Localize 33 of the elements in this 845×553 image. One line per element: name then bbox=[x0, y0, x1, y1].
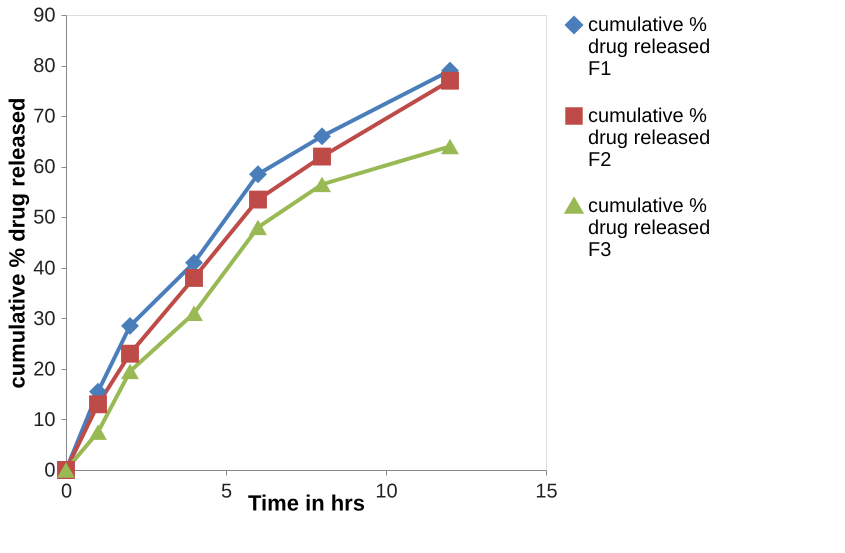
y-tick-label: 50 bbox=[33, 206, 56, 229]
point bbox=[89, 424, 107, 440]
y-tick-label: 30 bbox=[33, 308, 56, 330]
legend-label: cumulative % drug released F2 bbox=[588, 105, 710, 171]
y-axis-title: cumulative % drug released bbox=[4, 98, 30, 388]
y-tick-label: 60 bbox=[33, 156, 56, 178]
legend-label: cumulative % drug released F1 bbox=[588, 14, 710, 80]
y-tick-label: 0 bbox=[44, 460, 56, 482]
point bbox=[313, 148, 331, 166]
y-tick-label: 70 bbox=[33, 106, 56, 128]
point bbox=[89, 395, 107, 414]
point bbox=[185, 268, 203, 287]
x-tick-label: 15 bbox=[535, 480, 558, 502]
point bbox=[313, 176, 331, 192]
x-tick-label: 5 bbox=[220, 480, 232, 502]
point bbox=[121, 364, 139, 380]
point bbox=[441, 138, 459, 154]
point bbox=[249, 165, 267, 184]
y-tick-label: 10 bbox=[33, 408, 56, 431]
point bbox=[441, 72, 459, 90]
x-tick-label: 10 bbox=[375, 480, 398, 502]
point bbox=[249, 190, 267, 208]
x-tick-label: 0 bbox=[60, 480, 72, 502]
y-tick-label: 20 bbox=[33, 358, 56, 380]
point bbox=[249, 220, 267, 236]
y-tick-label: 80 bbox=[33, 55, 56, 78]
legend-label: cumulative % drug released F3 bbox=[588, 195, 710, 261]
point bbox=[121, 344, 139, 363]
point bbox=[313, 127, 331, 146]
x-axis-title: Time in hrs bbox=[248, 490, 365, 516]
y-tick-label: 40 bbox=[33, 257, 56, 280]
y-tick-label: 90 bbox=[33, 4, 56, 26]
point bbox=[121, 316, 139, 335]
